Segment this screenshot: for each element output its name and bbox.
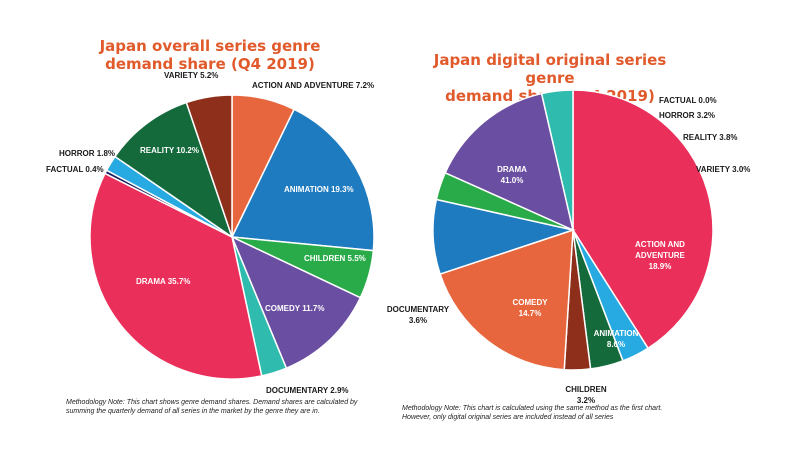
slice-label-factual: FACTUAL 0.4%	[46, 165, 104, 174]
slice-label-action-and-adventure: ACTION AND ADVENTURE 7.2%	[252, 81, 374, 90]
slice-label-horror: HORROR 1.8%	[59, 149, 115, 158]
chart-title-line: Japan overall series genre	[99, 37, 321, 55]
slice-label-line: CHILDREN	[565, 385, 607, 394]
pie-digital: DRAMA 41.0% FACTUAL 0.0% HORROR 3.2% REALITY…	[387, 89, 750, 405]
slice-label-line: 3.2%	[577, 396, 595, 405]
slice-label-comedy: COMEDY 14.7%	[512, 298, 548, 318]
methodology-note-overall: Methodology Note: This chart shows genre…	[66, 398, 406, 416]
slice-label-line: CHILDREN 5.5%	[304, 254, 366, 263]
note-line: Methodology Note: This chart shows genre…	[66, 399, 358, 406]
slice-label-line: 8.6%	[607, 340, 625, 349]
slice-label-documentary: DOCUMENTARY 3.6%	[387, 305, 450, 325]
slice-label-line: VARIETY 3.0%	[696, 165, 750, 174]
slice-label-line: 3.6%	[409, 316, 427, 325]
slice-label-factual: FACTUAL 0.0%	[659, 96, 717, 105]
slice-label-line: HORROR 3.2%	[659, 111, 715, 120]
slice-label-line: DRAMA 35.7%	[136, 277, 190, 286]
slice-label-drama: DRAMA 35.7%	[136, 277, 190, 286]
slice-label-line: DOCUMENTARY 2.9%	[266, 386, 349, 395]
chart-title-line: Japan digital original series genre	[433, 51, 667, 87]
slice-label-line: ANIMATION 19.3%	[284, 185, 354, 194]
slice-label-line: REALITY 3.8%	[683, 133, 738, 142]
slice-label-line: COMEDY 11.7%	[265, 304, 324, 313]
slice-label-line: ACTION AND ADVENTURE 7.2%	[252, 81, 374, 90]
slice-label-line: REALITY 10.2%	[140, 146, 199, 155]
slice-label-comedy: COMEDY 11.7%	[265, 304, 324, 313]
slice-label-line: 41.0%	[501, 176, 524, 185]
pie-slice-drama	[89, 172, 263, 380]
slice-label-documentary: DOCUMENTARY 2.9%	[266, 386, 349, 395]
slice-label-line: FACTUAL 0.4%	[46, 165, 104, 174]
slice-label-line: VARIETY 5.2%	[164, 71, 218, 80]
pie-slice-reality	[113, 101, 234, 239]
pie-slice-drama	[572, 89, 714, 350]
slice-label-line: FACTUAL 0.0%	[659, 96, 717, 105]
chart-title-line: demand share (Q4 2019)	[105, 55, 315, 73]
methodology-note-digital: Methodology Note: This chart is calculat…	[402, 404, 732, 422]
slice-label-line: COMEDY	[512, 298, 548, 307]
slice-label-line: ANIMATION	[594, 329, 639, 338]
pie-slice-comedy	[230, 235, 362, 370]
slice-label-reality: REALITY 3.8%	[683, 133, 738, 142]
slice-label-horror: HORROR 3.2%	[659, 111, 715, 120]
slice-label-animation: ANIMATION 8.6%	[594, 329, 639, 349]
pie-slice-action-and-adventure	[439, 228, 574, 371]
slice-label-children: CHILDREN 3.2%	[565, 385, 607, 405]
slice-label-line: ADVENTURE	[635, 251, 685, 260]
note-line: summing the quarterly demand of all seri…	[66, 408, 320, 415]
slice-label-line: DOCUMENTARY	[387, 305, 450, 314]
slice-label-line: DRAMA	[497, 165, 527, 174]
slice-label-line: ACTION AND	[635, 240, 685, 249]
slice-label-variety: VARIETY 5.2%	[164, 71, 218, 80]
slice-label-action-and-adventure: ACTION AND ADVENTURE 18.9%	[635, 240, 686, 271]
pie-slice-variety	[185, 94, 233, 238]
pie-overall: ACTION AND ADVENTURE 7.2% ANIMATION 19.3%…	[46, 71, 375, 395]
slice-label-reality: REALITY 10.2%	[140, 146, 199, 155]
slice-label-drama: DRAMA 41.0%	[497, 165, 527, 185]
pie-slice-documentary	[540, 89, 574, 231]
pie-slice-animation	[230, 108, 375, 252]
slice-label-line: HORROR 1.8%	[59, 149, 115, 158]
slice-label-variety: VARIETY 3.0%	[696, 165, 750, 174]
slice-label-line: 14.7%	[519, 309, 542, 318]
note-line: Methodology Note: This chart is calculat…	[402, 405, 663, 412]
pie-slice-comedy	[444, 92, 575, 232]
slice-label-line: 18.9%	[649, 262, 672, 271]
chart-title-overall: Japan overall series genre demand share …	[85, 37, 335, 73]
slice-label-children: CHILDREN 5.5%	[304, 254, 366, 263]
slice-label-animation: ANIMATION 19.3%	[284, 185, 354, 194]
note-line: However, only digital original series ar…	[402, 414, 614, 421]
